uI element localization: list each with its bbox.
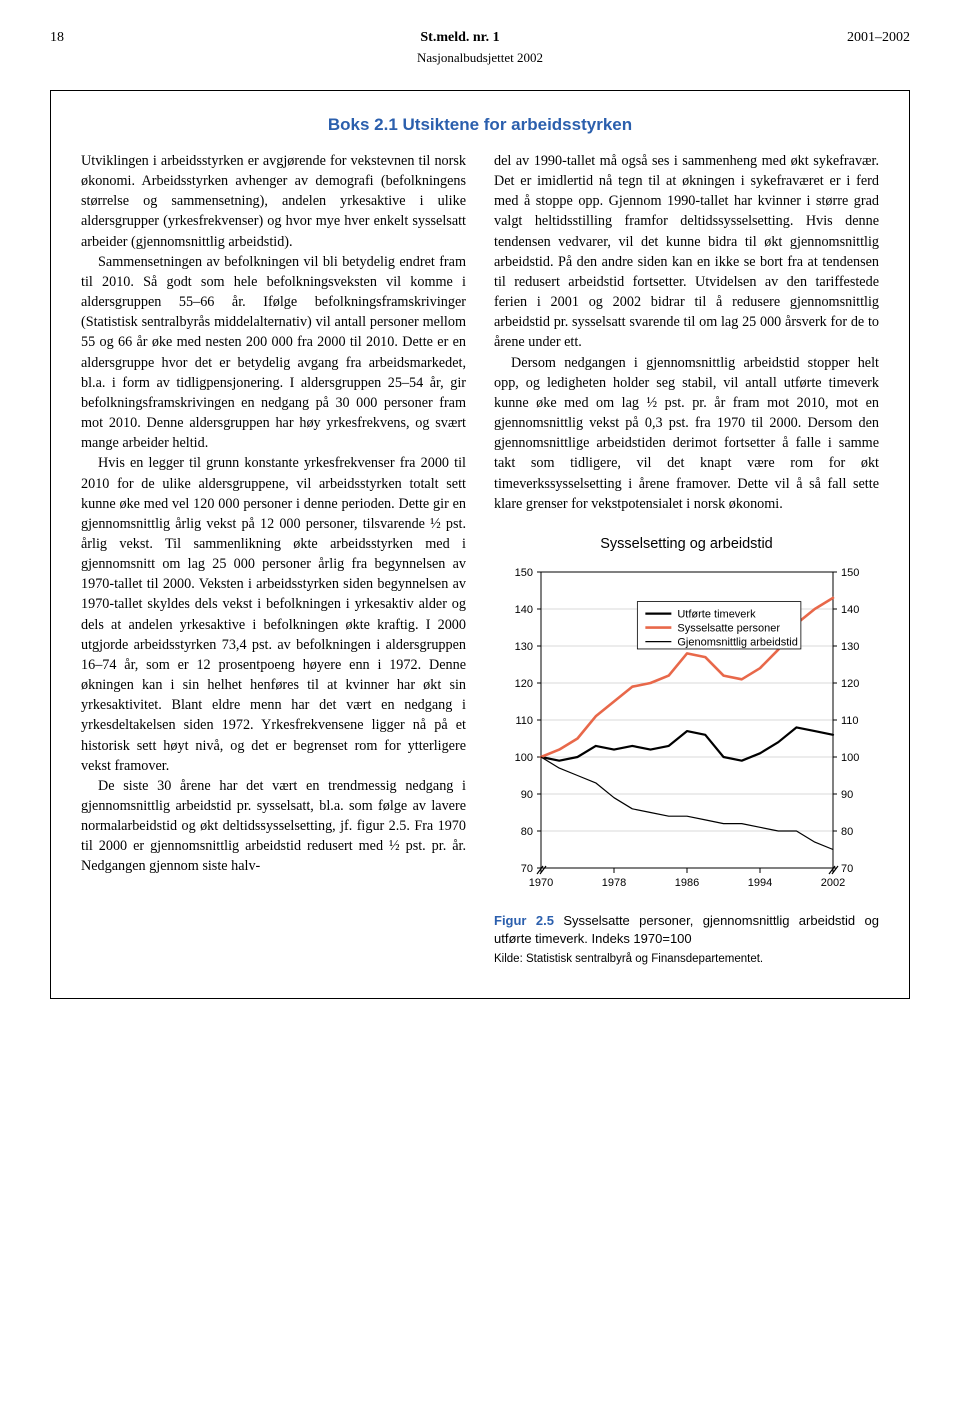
- svg-text:Gjenomsnittlig arbeidstid: Gjenomsnittlig arbeidstid: [677, 637, 797, 649]
- svg-text:140: 140: [841, 604, 859, 616]
- page-number: 18: [50, 30, 110, 46]
- svg-text:80: 80: [841, 826, 853, 838]
- column-right: del av 1990-tallet må også ses i sammenh…: [494, 151, 879, 968]
- body-paragraph: Utviklingen i arbeidsstyrken er avgjøren…: [81, 151, 466, 252]
- info-box: Boks 2.1 Utsiktene for arbeidsstyrken Ut…: [50, 90, 910, 999]
- svg-text:120: 120: [841, 678, 859, 690]
- svg-text:Sysselsatte personer: Sysselsatte personer: [677, 623, 780, 635]
- body-paragraph: Hvis en legger til grunn konstante yrkes…: [81, 453, 466, 776]
- svg-text:120: 120: [514, 678, 532, 690]
- chart-caption: Figur 2.5 Sysselsatte personer, gjennoms…: [494, 912, 879, 947]
- column-left: Utviklingen i arbeidsstyrken er avgjøren…: [81, 151, 466, 968]
- svg-text:140: 140: [514, 604, 532, 616]
- svg-text:70: 70: [841, 863, 853, 875]
- svg-text:70: 70: [520, 863, 532, 875]
- body-paragraph: Dersom nedgangen i gjennomsnittlig arbei…: [494, 353, 879, 514]
- figure-number: Figur 2.5: [494, 913, 554, 928]
- svg-text:100: 100: [841, 752, 859, 764]
- svg-text:1970: 1970: [528, 877, 552, 889]
- svg-text:130: 130: [514, 641, 532, 653]
- svg-text:130: 130: [841, 641, 859, 653]
- svg-text:1994: 1994: [747, 877, 771, 889]
- line-chart: 70 70 80 80 90 90 100 100 110 110 120 120 130 130 140 1…: [507, 564, 867, 904]
- svg-text:Utførte timeverk: Utførte timeverk: [677, 609, 756, 621]
- body-paragraph: Sammensetningen av befolkningen vil bli …: [81, 252, 466, 454]
- doc-subtitle: Nasjonalbudsjettet 2002: [50, 50, 910, 66]
- svg-text:90: 90: [520, 789, 532, 801]
- body-paragraph: del av 1990-tallet må også ses i sammenh…: [494, 151, 879, 353]
- svg-text:90: 90: [841, 789, 853, 801]
- svg-text:110: 110: [515, 715, 533, 727]
- svg-text:150: 150: [841, 567, 859, 579]
- year-range: 2001–2002: [810, 30, 910, 46]
- svg-text:80: 80: [520, 826, 532, 838]
- svg-text:100: 100: [514, 752, 532, 764]
- column-right-text: del av 1990-tallet må også ses i sammenh…: [494, 151, 879, 514]
- page-header: 18 St.meld. nr. 1 2001–2002: [50, 30, 910, 46]
- two-column-layout: Utviklingen i arbeidsstyrken er avgjøren…: [81, 151, 879, 968]
- body-paragraph: De siste 30 årene har det vært en trendm…: [81, 776, 466, 877]
- chart-container: 70 70 80 80 90 90 100 100 110 110 120 120 130 130 140 1…: [494, 564, 879, 904]
- svg-text:2002: 2002: [820, 877, 844, 889]
- chart-title: Sysselsetting og arbeidstid: [494, 534, 879, 555]
- box-title: Boks 2.1 Utsiktene for arbeidsstyrken: [81, 115, 879, 135]
- svg-text:1978: 1978: [601, 877, 625, 889]
- svg-text:110: 110: [841, 715, 859, 727]
- svg-text:150: 150: [514, 567, 532, 579]
- page: 18 St.meld. nr. 1 2001–2002 Nasjonalbuds…: [0, 0, 960, 1039]
- svg-text:1986: 1986: [674, 877, 698, 889]
- chart-source: Kilde: Statistisk sentralbyrå og Finansd…: [494, 951, 879, 967]
- doc-type: St.meld. nr. 1: [110, 30, 810, 46]
